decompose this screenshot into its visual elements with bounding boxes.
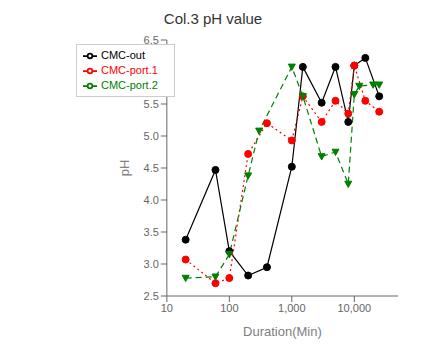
svg-text:6.5: 6.5	[144, 34, 159, 46]
svg-text:100: 100	[220, 302, 238, 314]
svg-text:6.0: 6.0	[144, 66, 159, 78]
svg-text:5.0: 5.0	[144, 130, 159, 142]
svg-text:5.5: 5.5	[144, 98, 159, 110]
svg-text:2.5: 2.5	[144, 290, 159, 302]
svg-text:Duration(Min): Duration(Min)	[243, 324, 322, 339]
svg-text:4.0: 4.0	[144, 194, 159, 206]
svg-text:pH: pH	[117, 160, 132, 177]
svg-text:10,000: 10,000	[337, 302, 371, 314]
svg-text:3.0: 3.0	[144, 258, 159, 270]
svg-text:10: 10	[161, 302, 173, 314]
svg-text:3.5: 3.5	[144, 226, 159, 238]
svg-text:4.5: 4.5	[144, 162, 159, 174]
svg-text:1,000: 1,000	[278, 302, 306, 314]
